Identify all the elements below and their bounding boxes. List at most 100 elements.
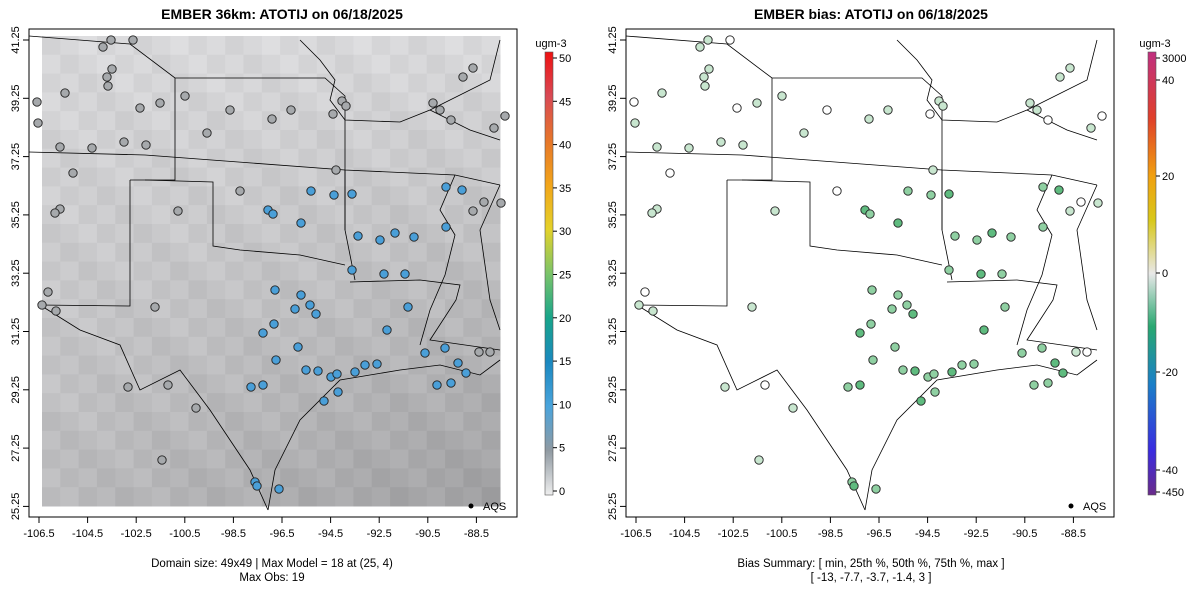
model-grid-cell	[316, 148, 336, 169]
right-x-tick-label: -88.5	[1061, 528, 1086, 540]
model-grid-cell	[316, 261, 336, 281]
obs-site-marker	[43, 287, 53, 297]
bias-site-marker	[1032, 105, 1042, 115]
model-grid-cell	[445, 412, 464, 432]
state-boundary-line	[1016, 174, 1053, 346]
obs-site-marker	[500, 111, 510, 121]
model-grid-cell	[133, 468, 153, 488]
model-grid-cell	[151, 54, 171, 75]
left-cb-tick-label: 45	[559, 96, 571, 108]
obs-site-marker	[485, 347, 495, 357]
model-grid-cell	[353, 54, 373, 75]
obs-site-marker	[440, 343, 450, 353]
model-grid-cell	[371, 205, 391, 225]
model-grid-cell	[371, 148, 391, 169]
model-grid-cell	[96, 224, 116, 244]
obs-site-marker	[51, 306, 61, 316]
left-y-tick-label: 33.25	[10, 259, 22, 287]
model-grid-cell	[481, 468, 501, 488]
model-grid-cell	[151, 336, 171, 357]
model-grid-cell	[115, 261, 135, 281]
model-grid-cell	[188, 430, 208, 451]
model-grid-cell	[60, 468, 80, 488]
left-obs-sites	[32, 35, 510, 494]
model-grid-cell	[408, 205, 428, 225]
model-grid-cell	[115, 318, 135, 338]
model-grid-cell	[261, 186, 281, 206]
model-grid-cell	[463, 73, 483, 93]
model-grid-cell	[133, 261, 153, 281]
state-boundary-line	[741, 179, 943, 266]
model-grid-cell	[481, 167, 501, 187]
model-grid-cell	[371, 430, 391, 451]
bias-site-marker	[957, 360, 967, 370]
obs-site-marker	[332, 369, 342, 379]
model-grid-cell	[371, 374, 391, 394]
obs-site-marker	[271, 355, 281, 365]
model-grid-cell	[481, 449, 501, 469]
model-grid-cell	[133, 54, 153, 75]
obs-site-marker	[246, 382, 256, 392]
model-grid-cell	[188, 374, 208, 394]
model-grid-cell	[316, 205, 336, 225]
model-grid-cell	[60, 412, 80, 432]
model-grid-cell	[371, 167, 391, 187]
model-grid-cell	[371, 92, 391, 112]
model-grid-cell	[408, 36, 428, 56]
obs-site-marker	[331, 165, 341, 175]
obs-site-marker	[329, 190, 339, 200]
obs-site-marker	[360, 360, 370, 370]
obs-site-marker	[347, 265, 357, 275]
model-grid-cell	[371, 130, 391, 150]
obs-site-marker	[163, 380, 173, 390]
right-y-tick-label: 35.25	[607, 201, 619, 229]
obs-site-marker	[350, 367, 360, 377]
model-grid-cell	[353, 318, 373, 338]
left-cb-tick-label: 50	[559, 53, 571, 65]
right-x-tick-label: -96.5	[866, 528, 891, 540]
model-grid-cell	[188, 54, 208, 75]
model-grid-cell	[243, 130, 263, 150]
model-grid-cell	[206, 186, 226, 206]
obs-site-marker	[141, 140, 151, 150]
left-x-tick-label: -88.5	[464, 528, 489, 540]
model-grid-cell	[408, 130, 428, 150]
model-grid-cell	[151, 280, 171, 300]
model-grid-cell	[60, 186, 80, 206]
model-grid-cell	[115, 54, 135, 75]
model-grid-cell	[133, 318, 153, 338]
model-grid-cell	[371, 487, 391, 507]
model-grid-cell	[353, 299, 373, 319]
model-grid-cell	[188, 73, 208, 93]
bias-site-marker	[720, 382, 730, 392]
model-grid-cell	[60, 430, 80, 451]
model-grid-cell	[408, 167, 428, 187]
model-grid-cell	[115, 449, 135, 469]
bias-site-marker	[979, 325, 989, 335]
state-boundary-line	[299, 39, 501, 123]
model-grid-cell	[335, 224, 354, 244]
model-grid-cell	[261, 92, 281, 112]
bias-site-marker	[1043, 115, 1053, 125]
bias-site-marker	[908, 309, 918, 319]
model-grid-cell	[206, 167, 226, 187]
model-grid-cell	[316, 318, 336, 338]
model-grid-cell	[371, 299, 391, 319]
model-grid-cell	[371, 412, 391, 432]
model-grid-cell	[78, 186, 98, 206]
model-grid-cell	[280, 242, 299, 263]
model-grid-cell	[445, 468, 464, 488]
model-grid-cell	[261, 412, 281, 432]
bias-site-marker	[887, 304, 897, 314]
model-grid-cell	[78, 111, 98, 131]
model-grid-cell	[78, 261, 98, 281]
left-x-tick-label: -92.5	[367, 528, 392, 540]
model-grid-cell	[225, 148, 245, 169]
model-grid-cell	[408, 242, 428, 263]
obs-site-marker	[313, 366, 323, 376]
model-grid-cell	[280, 299, 299, 319]
model-grid-cell	[353, 374, 373, 394]
state-boundary-line	[941, 170, 953, 281]
model-grid-cell	[206, 73, 226, 93]
obs-site-marker	[290, 304, 300, 314]
